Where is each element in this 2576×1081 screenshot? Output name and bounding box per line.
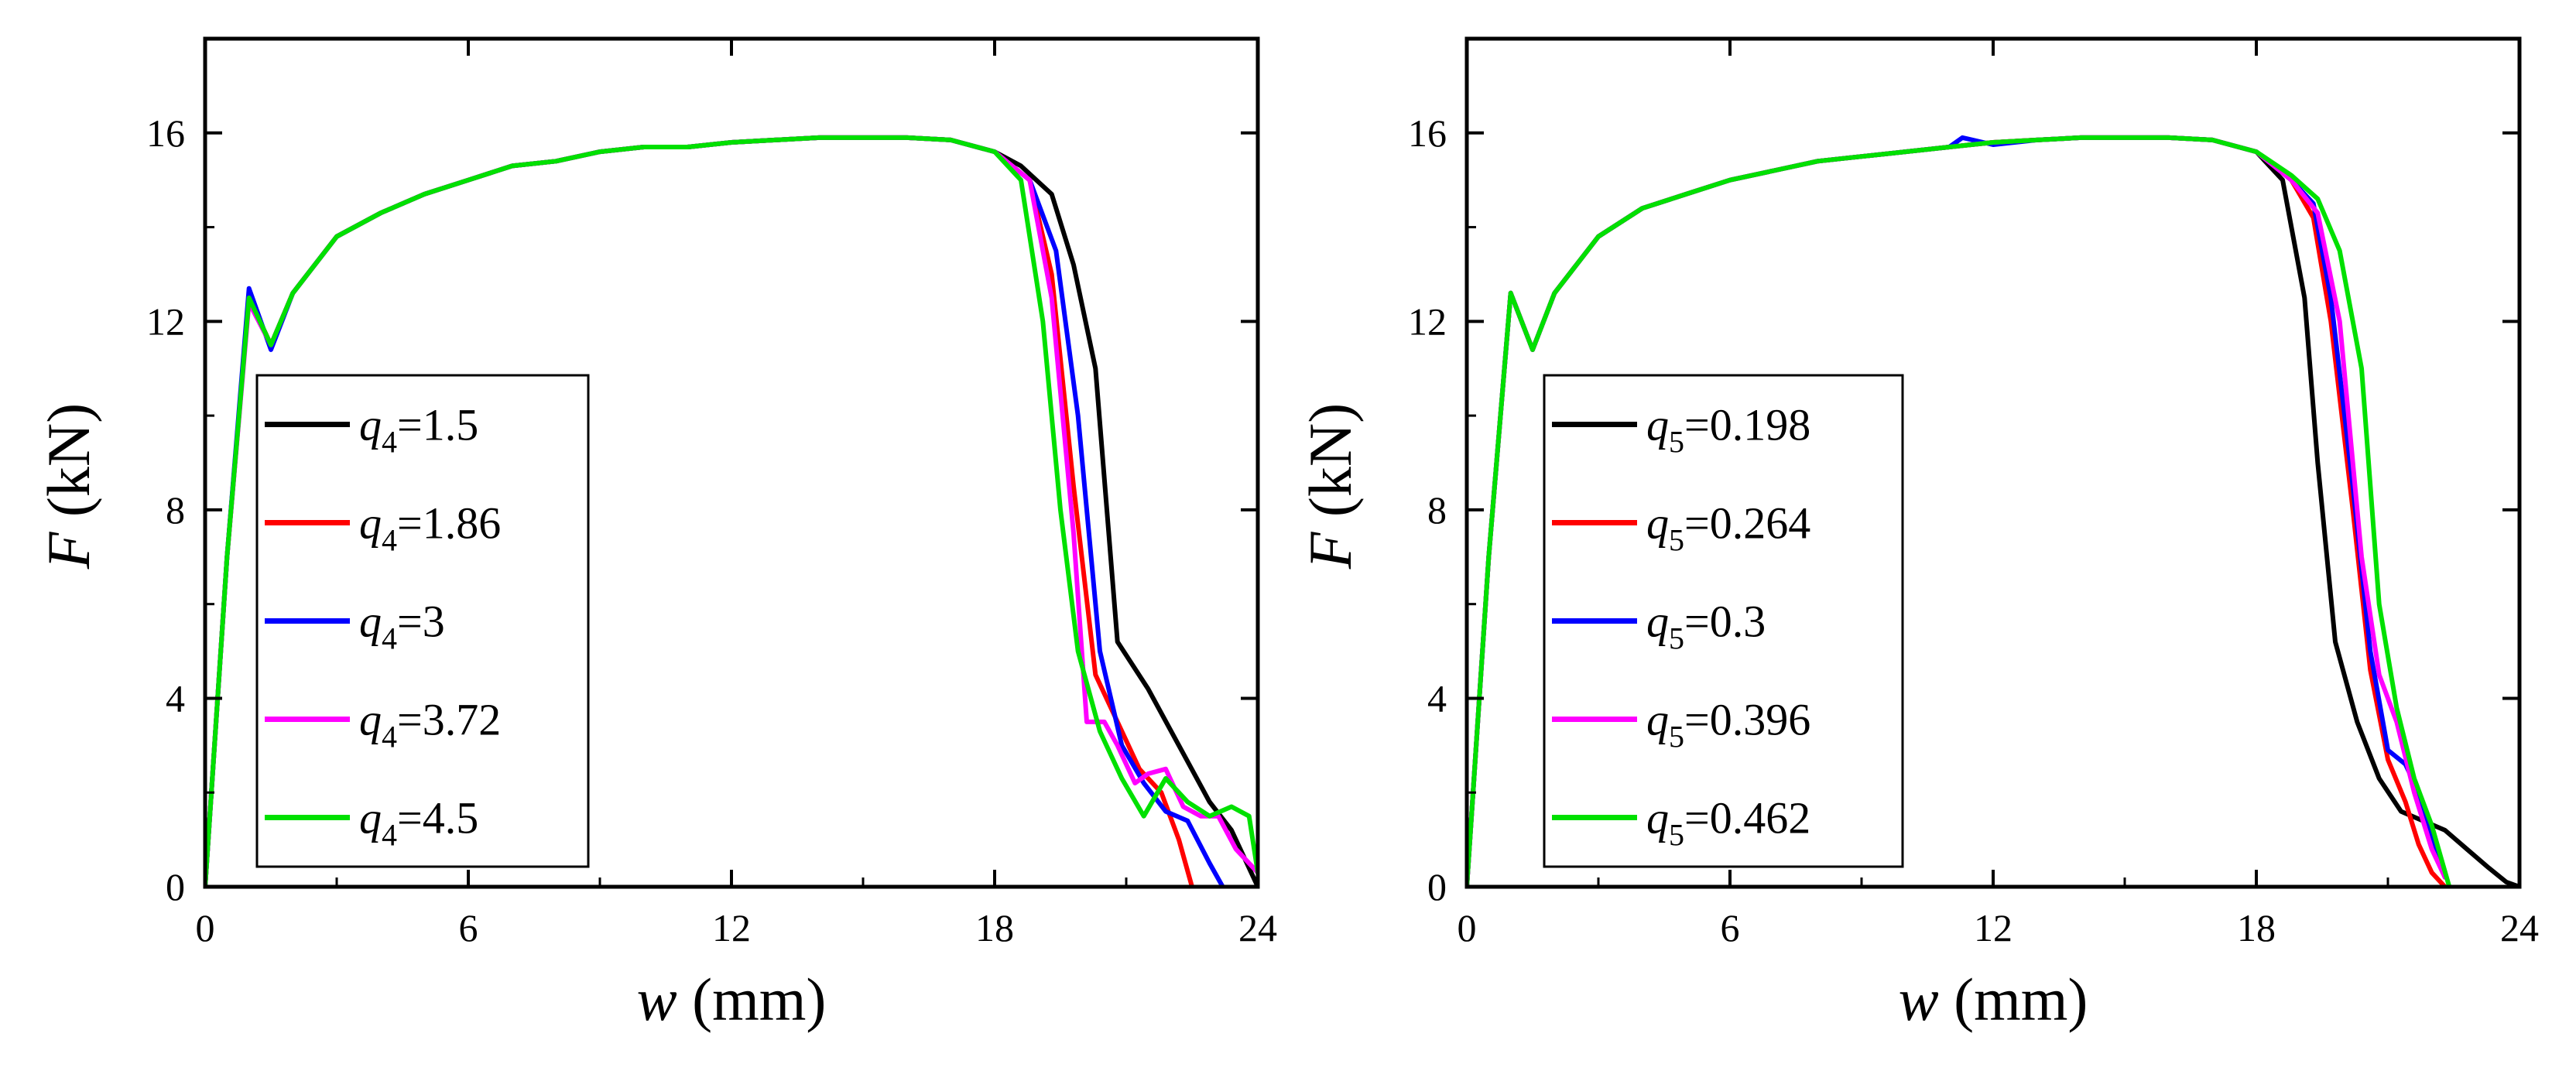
y-tick-label: 8 xyxy=(1427,488,1447,532)
legend-subscript: 4 xyxy=(382,818,397,853)
legend-symbol: q xyxy=(1646,793,1669,843)
legend-symbol: q xyxy=(359,498,382,549)
legend-label: q4=4.5 xyxy=(359,793,478,853)
legend-symbol: q xyxy=(359,400,382,450)
y-axis-variable: F xyxy=(35,531,102,570)
legend-subscript: 5 xyxy=(1669,523,1684,558)
x-tick-label: 12 xyxy=(712,906,751,949)
y-tick-label: 0 xyxy=(1427,865,1447,908)
legend-symbol: q xyxy=(359,793,382,843)
legend-value: =4.5 xyxy=(397,793,478,843)
legend-symbol: q xyxy=(1646,597,1669,647)
x-axis-unit: (mm) xyxy=(677,966,827,1033)
legend-symbol: q xyxy=(359,695,382,745)
y-tick-label: 4 xyxy=(166,676,185,720)
x-tick-label: 12 xyxy=(1974,906,2012,949)
legend-value: =3.72 xyxy=(397,695,501,745)
x-axis-label: w (mm) xyxy=(1899,966,2088,1033)
legend-value: =1.86 xyxy=(397,498,501,549)
legend-subscript: 4 xyxy=(382,425,397,460)
y-tick-label: 12 xyxy=(1408,299,1447,343)
x-axis-label: w (mm) xyxy=(637,966,827,1033)
legend-symbol: q xyxy=(359,597,382,647)
x-tick-label: 0 xyxy=(196,906,215,949)
x-axis-variable: w xyxy=(1899,966,1939,1033)
series-group xyxy=(205,135,1258,887)
legend-value: =1.5 xyxy=(397,400,478,450)
legend-label: q4=1.86 xyxy=(359,498,501,558)
legend-label: q4=3 xyxy=(359,597,445,656)
legend-subscript: 5 xyxy=(1669,720,1684,754)
x-tick-label: 24 xyxy=(1238,906,1277,949)
series-group xyxy=(1467,135,2519,887)
y-axis-unit: (kN) xyxy=(1297,403,1364,532)
y-axis-variable: F xyxy=(1297,531,1364,570)
y-tick-label: 16 xyxy=(1408,111,1447,155)
legend-label: q5=0.3 xyxy=(1646,597,1766,656)
y-tick-label: 8 xyxy=(166,488,185,532)
y-tick-label: 16 xyxy=(146,111,185,155)
y-tick-label: 12 xyxy=(146,299,185,343)
x-tick-label: 18 xyxy=(2237,906,2276,949)
legend-value: =0.396 xyxy=(1684,695,1810,745)
legend-subscript: 5 xyxy=(1669,621,1684,656)
legend-subscript: 4 xyxy=(382,523,397,558)
y-axis-label: F (kN) xyxy=(35,403,102,570)
legend-symbol: q xyxy=(1646,695,1669,745)
series-line-0-462 xyxy=(1467,135,2452,887)
y-tick-label: 4 xyxy=(1427,676,1447,720)
x-tick-label: 24 xyxy=(2500,906,2539,949)
legend-label: q4=3.72 xyxy=(359,695,501,754)
x-tick-label: 0 xyxy=(1458,906,1477,949)
legend-value: =0.3 xyxy=(1684,597,1766,647)
y-axis-label: F (kN) xyxy=(1297,403,1364,570)
legend-value: =0.198 xyxy=(1684,400,1810,450)
series-line-4-5 xyxy=(205,135,1258,887)
x-tick-label: 6 xyxy=(459,906,478,949)
legend-subscript: 5 xyxy=(1669,425,1684,460)
x-tick-label: 18 xyxy=(975,906,1014,949)
legend-symbol: q xyxy=(1646,498,1669,549)
x-axis-variable: w xyxy=(637,966,677,1033)
y-axis-unit: (kN) xyxy=(35,403,102,532)
x-tick-label: 6 xyxy=(1721,906,1740,949)
legend-symbol: q xyxy=(1646,400,1669,450)
x-axis-unit: (mm) xyxy=(1939,966,2088,1033)
legend-value: =3 xyxy=(397,597,445,647)
y-tick-label: 0 xyxy=(166,865,185,908)
legend-subscript: 5 xyxy=(1669,818,1684,853)
legend-value: =0.264 xyxy=(1684,498,1810,549)
legend-label: q5=0.396 xyxy=(1646,695,1810,754)
legend-label: q5=0.264 xyxy=(1646,498,1810,558)
legend-label: q5=0.462 xyxy=(1646,793,1810,853)
legend-value: =0.462 xyxy=(1684,793,1810,843)
legend-label: q5=0.198 xyxy=(1646,400,1810,460)
legend-subscript: 4 xyxy=(382,621,397,656)
legend-label: q4=1.5 xyxy=(359,400,478,460)
legend-subscript: 4 xyxy=(382,720,397,754)
